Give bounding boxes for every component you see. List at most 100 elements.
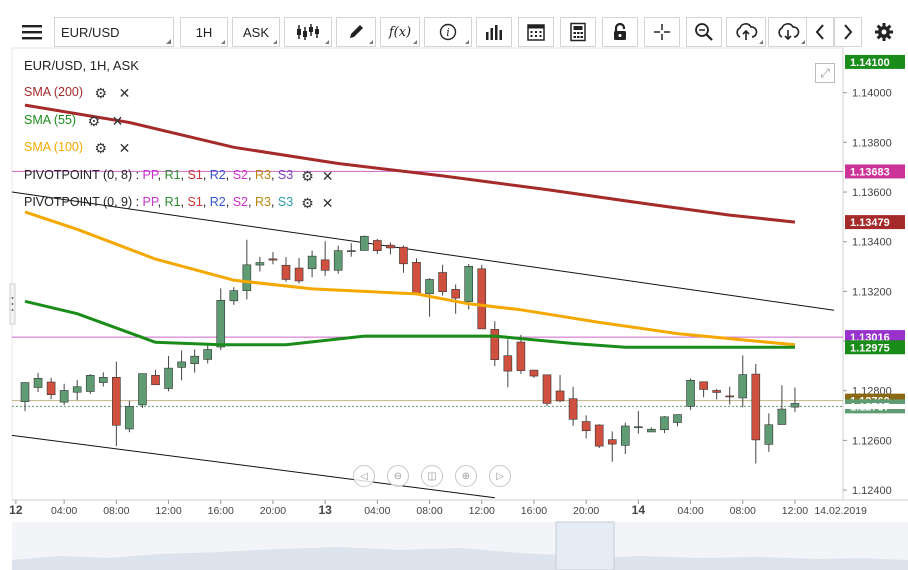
candle — [138, 373, 147, 408]
pivot-item: PP — [142, 195, 158, 209]
expand-icon[interactable]: ⤢ — [815, 63, 835, 83]
indicator-button[interactable]: f(x) — [380, 17, 420, 47]
gear-icon[interactable]: ⚙ — [94, 139, 108, 156]
legend-sma-55[interactable]: SMA (55) ⚙ ✕ — [24, 111, 123, 129]
candle-body — [203, 349, 212, 360]
chart-title: EUR/USD, 1H, ASK — [24, 58, 139, 73]
info-button[interactable]: i — [424, 17, 472, 47]
zoom-button[interactable] — [686, 17, 722, 47]
candle — [594, 424, 604, 449]
navigator — [12, 521, 908, 570]
pivot-comma: , — [248, 195, 255, 209]
candle-body — [673, 414, 682, 423]
trend-lines — [11, 191, 835, 499]
nav-rewind-button[interactable]: ◁ — [353, 465, 375, 487]
nav-zoom-in-button[interactable]: ⊕ — [455, 465, 477, 487]
legend-pivot-0-9[interactable]: PIVOTPOINT (0, 9) : PP, R1, S1, R2, S2, … — [24, 193, 333, 211]
close-icon[interactable]: ✕ — [321, 167, 334, 184]
candle — [177, 350, 186, 381]
pivot-comma: , — [202, 168, 210, 182]
candle — [72, 380, 82, 401]
nav-forward-button[interactable]: ▷ — [489, 465, 511, 487]
plot-area — [11, 47, 844, 501]
arrow-left-icon — [815, 24, 824, 40]
pivot-comma: , — [180, 195, 188, 209]
draw-button[interactable] — [336, 17, 376, 47]
close-icon[interactable]: ✕ — [111, 112, 124, 129]
pivot-comma: , — [180, 168, 188, 182]
candle — [164, 355, 173, 392]
pivot-comma: , — [157, 168, 165, 182]
legend-sma-200[interactable]: SMA (200) ⚙ ✕ — [24, 83, 130, 101]
crosshair-button[interactable] — [644, 17, 680, 47]
nav-zoom-out-button[interactable]: ⊖ — [387, 465, 409, 487]
candle-body — [229, 290, 239, 302]
candle-body — [216, 300, 226, 348]
x-tick-label: 20:00 — [573, 505, 599, 517]
gear-icon[interactable]: ⚙ — [301, 167, 314, 184]
candle — [738, 355, 748, 408]
trend-line — [11, 434, 495, 499]
crosshair-icon — [654, 24, 670, 40]
x-tick-label: 12:00 — [782, 505, 808, 517]
bars-button[interactable] — [476, 17, 512, 47]
nav-fit-button[interactable]: ◫ — [421, 465, 443, 487]
candle-body — [725, 395, 735, 398]
candle — [255, 256, 265, 272]
symbol-field[interactable]: EUR/USD — [54, 17, 174, 47]
candle — [634, 411, 643, 434]
close-icon[interactable]: ✕ — [118, 84, 131, 101]
gear-icon[interactable]: ⚙ — [94, 84, 108, 101]
legend-sma-100[interactable]: SMA (100) ⚙ ✕ — [24, 138, 130, 156]
y-tick-label: 1.13800 — [852, 137, 892, 149]
x-tick-label: 12 — [9, 503, 23, 517]
indicator-dropdown-corner — [413, 40, 417, 44]
cloud-download-icon — [778, 23, 800, 41]
y-tick-label: 1.14000 — [852, 88, 892, 100]
y-tick-label: 1.13600 — [852, 187, 892, 199]
calendar-button[interactable] — [518, 17, 554, 47]
price-tag-bg — [845, 340, 905, 355]
calculator-button[interactable] — [560, 17, 596, 47]
pivot-item: R1 — [164, 195, 181, 209]
candle-body — [164, 367, 173, 389]
price-type-button[interactable]: ASK — [232, 17, 280, 47]
price-tag: 1.12975 — [845, 340, 905, 355]
candle — [307, 250, 317, 278]
candle-body — [346, 250, 356, 252]
candle-body — [125, 406, 134, 430]
pivot-comma: , — [225, 168, 233, 182]
price-tag: 1.14100 — [845, 54, 905, 69]
candle — [438, 264, 447, 296]
candle — [33, 372, 43, 392]
timeframe-button[interactable]: 1H — [180, 17, 228, 47]
candle-body — [177, 361, 186, 368]
candle-body — [46, 381, 56, 395]
candle-body — [699, 381, 708, 390]
legend-pivot-0-8[interactable]: PIVOTPOINT (0, 8) : PP, R1, S1, R2, S2, … — [24, 166, 333, 184]
candle-body — [359, 235, 369, 251]
close-icon[interactable]: ✕ — [118, 139, 131, 156]
settings-button[interactable] — [866, 17, 902, 47]
chart-type-button[interactable] — [284, 17, 332, 47]
candle — [242, 239, 252, 300]
scroll-left-button[interactable] — [806, 17, 834, 47]
candle — [373, 238, 382, 254]
price-tag: 1.13479 — [845, 215, 905, 230]
menu-button[interactable] — [12, 17, 52, 47]
lock-button[interactable] — [602, 17, 638, 47]
scroll-right-button[interactable] — [834, 17, 862, 47]
navigator-window — [555, 521, 615, 570]
candle-body — [607, 439, 617, 445]
candle — [333, 245, 343, 274]
candle-body — [59, 390, 69, 403]
pivot-item: R2 — [209, 195, 226, 209]
gear-icon[interactable]: ⚙ — [301, 194, 314, 211]
gear-icon[interactable]: ⚙ — [87, 112, 101, 129]
candle-body — [20, 382, 30, 402]
candle-body — [542, 374, 552, 404]
upload-button[interactable] — [726, 17, 766, 47]
toolbar: EUR/USD 1H ASK f(x) i — [0, 0, 908, 48]
close-icon[interactable]: ✕ — [321, 194, 334, 211]
